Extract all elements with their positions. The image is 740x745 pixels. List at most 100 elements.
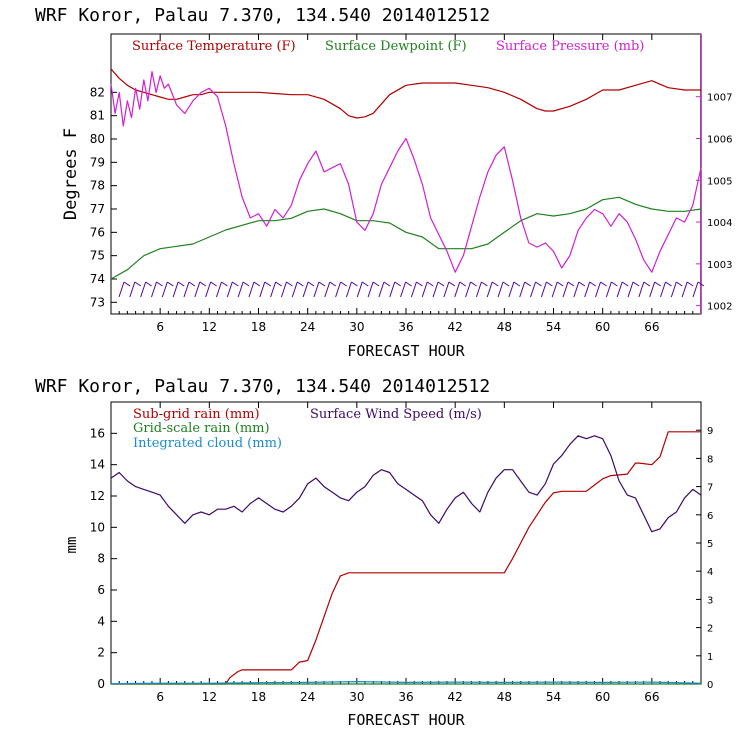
- wind-barb: [421, 281, 434, 298]
- wind-barb-flag: [156, 281, 163, 287]
- wind-barb-flag: [567, 281, 575, 287]
- wind-barb-flag: [383, 281, 391, 287]
- wind-barb-flag: [686, 281, 694, 287]
- wind-barb: [400, 281, 412, 298]
- wind-barb-shaft: [465, 281, 472, 298]
- wind-barb-flag: [361, 281, 369, 287]
- wind-barb-shaft: [627, 281, 634, 298]
- wind-barb-shaft: [356, 281, 363, 298]
- x-tick-label: 6: [156, 320, 164, 334]
- panel2-y-ticks: 0 2 4 6 8 10 12 14 16: [90, 426, 117, 691]
- wind-barb: [562, 281, 575, 298]
- y2-tick-label: 3: [707, 595, 713, 606]
- wind-barb-flag: [167, 281, 174, 287]
- x-tick-label: 54: [546, 690, 561, 704]
- y2-tick-label: 5: [707, 539, 713, 550]
- wind-barb-flag: [611, 281, 618, 287]
- wind-barb-shaft: [205, 281, 212, 298]
- y2-tick-label: 4: [707, 567, 713, 578]
- panel2-y2-ticks: 0 1 2 3 4 5 6 7 8 9: [696, 426, 713, 691]
- temperature-pressure-panel: WRF Koror, Palau 7.370, 134.540 20140125…: [35, 5, 732, 360]
- rain-wind-panel: WRF Koror, Palau 7.370, 134.540 20140125…: [35, 376, 713, 729]
- panel1-y-ticks: 73 74 75 76 77 78 79 80 81 82: [90, 85, 117, 309]
- wind-barb-flag: [232, 281, 239, 287]
- wind-barb: [161, 281, 174, 298]
- wind-barb-shaft: [497, 281, 504, 298]
- wind-barb: [595, 281, 607, 298]
- wind-barb-flag: [513, 281, 521, 287]
- wind-barb: [486, 281, 499, 298]
- wind-barb-shaft: [616, 281, 623, 298]
- wind-barb-flag: [307, 281, 315, 287]
- wind-barb-flag: [491, 281, 499, 287]
- wind-barb: [324, 281, 337, 298]
- wind-barb-shaft: [140, 281, 147, 298]
- wind-barb: [519, 281, 531, 298]
- wind-barb-flag: [459, 281, 467, 287]
- panel1-y2-ticks: 1002 1003 1004 1005 1006 1007: [696, 93, 732, 313]
- y-tick-label: 75: [90, 249, 105, 263]
- wind-barb: [508, 281, 521, 298]
- wind-barb-shaft: [421, 281, 428, 298]
- y2-tick-label: 7: [707, 483, 713, 494]
- wind-barb: [475, 281, 488, 298]
- legend-surface-dewpoint: Surface Dewpoint (F): [325, 39, 467, 54]
- x-tick-label: 6: [156, 690, 164, 704]
- wind-barb: [660, 281, 672, 298]
- y2-tick-label: 1007: [707, 93, 732, 104]
- wind-barb-shaft: [151, 281, 157, 298]
- x-tick-label: 12: [202, 320, 217, 334]
- wind-barb: [454, 281, 467, 298]
- wind-barb: [465, 281, 477, 298]
- wind-barb-shaft: [335, 281, 342, 298]
- wind-barb-flag: [264, 281, 272, 287]
- wind-barb-shaft: [605, 281, 612, 298]
- wind-barb-shaft: [530, 281, 537, 298]
- wind-barb-flag: [502, 281, 510, 287]
- x-tick-label: 48: [497, 690, 512, 704]
- wind-barb: [389, 281, 402, 298]
- wind-barb-shaft: [519, 281, 526, 298]
- wind-barb-shaft: [280, 281, 287, 298]
- wind-barb: [530, 281, 542, 298]
- x-tick-label: 24: [300, 690, 315, 704]
- wind-barb-flag: [437, 281, 445, 287]
- wind-barb: [140, 281, 152, 298]
- wind-barb-shaft: [486, 281, 493, 298]
- y-tick-label: 80: [90, 132, 105, 146]
- legend-gridscale-rain: Grid-scale rain (mm): [133, 421, 270, 436]
- wind-barb-flag: [524, 281, 531, 287]
- wind-barb-flag: [134, 281, 142, 287]
- x-tick-label: 60: [595, 690, 610, 704]
- wind-barb-flag: [340, 281, 347, 287]
- wind-barb-shaft: [584, 281, 591, 298]
- x-tick-label: 24: [300, 320, 315, 334]
- wind-barb-shaft: [551, 281, 558, 298]
- y2-tick-label: 1004: [707, 218, 732, 229]
- y-tick-label: 77: [90, 202, 105, 216]
- x-tick-label: 60: [595, 320, 610, 334]
- wind-barb-shaft: [129, 281, 136, 298]
- wind-barb: [280, 281, 293, 298]
- x-tick-label: 48: [497, 320, 512, 334]
- wind-barb-flag: [286, 281, 293, 287]
- wind-barb-flag: [546, 281, 553, 287]
- panel1-x-ticks: 6 12 18 24 30 36 42 48 54 60 66: [118, 34, 694, 334]
- wind-barb: [443, 281, 456, 298]
- wind-barb: [205, 281, 217, 298]
- wind-barb-flag: [535, 281, 542, 287]
- x-tick-label: 36: [398, 320, 413, 334]
- panel2-y-axis-label: mm: [64, 537, 80, 554]
- wind-barb-flag: [665, 281, 672, 287]
- panel1-x-axis-label: FORECAST HOUR: [347, 342, 465, 360]
- wind-barb-shaft: [660, 281, 666, 298]
- wind-barb-flag: [394, 281, 402, 287]
- y-tick-label: 82: [90, 85, 105, 99]
- y-tick-label: 14: [90, 458, 105, 472]
- wind-barb-flag: [632, 281, 640, 287]
- wind-barb: [410, 281, 423, 298]
- wind-barb-shaft: [681, 281, 688, 298]
- panel2-series: [110, 431, 702, 685]
